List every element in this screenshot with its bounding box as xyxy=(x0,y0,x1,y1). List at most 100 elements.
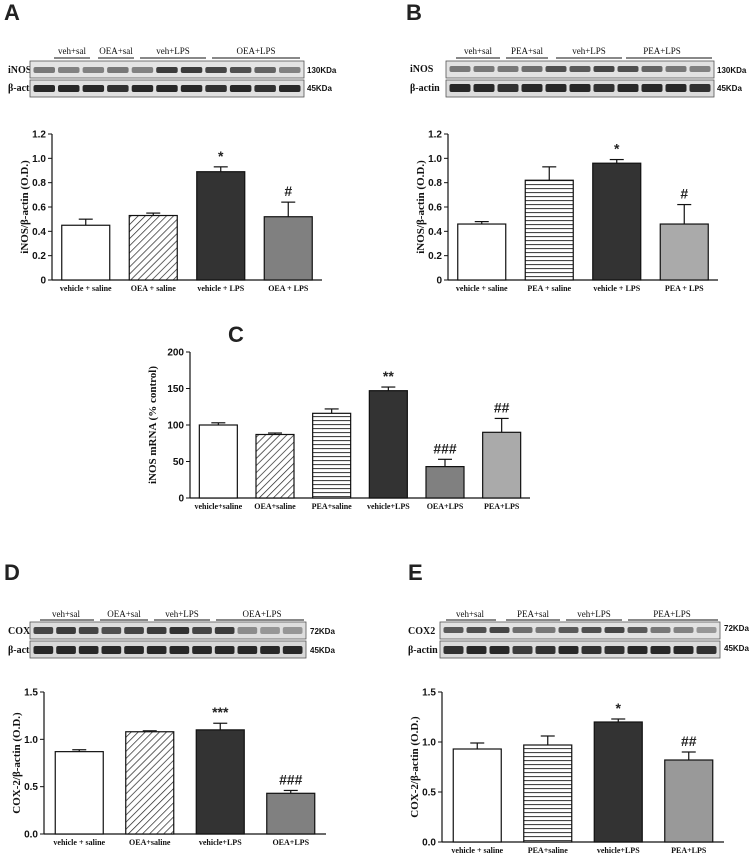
bar xyxy=(593,721,643,843)
significance-marker: ** xyxy=(383,368,394,384)
blot-band xyxy=(169,627,190,634)
blot-band xyxy=(558,627,579,633)
y-tick-label: 1.2 xyxy=(32,130,46,141)
blot-band xyxy=(581,627,602,633)
bar xyxy=(664,759,714,843)
blot-band xyxy=(627,627,648,633)
blot-band xyxy=(593,66,615,72)
x-tick-label: vehicle + saline xyxy=(456,284,508,293)
blot-band xyxy=(229,85,252,92)
panel-letter-c: C xyxy=(228,322,244,347)
blot-band xyxy=(581,646,602,654)
blot-row-label: β-actin xyxy=(408,645,438,656)
blot-band xyxy=(33,646,54,654)
blot-band xyxy=(33,67,55,73)
blot-band xyxy=(124,646,144,654)
y-tick-label: 0.0 xyxy=(24,830,38,841)
blot-band xyxy=(146,646,167,654)
blot-band xyxy=(665,66,687,72)
blot-group-label: veh+LPS xyxy=(165,609,199,619)
blot-band xyxy=(205,85,227,92)
significance-marker: * xyxy=(616,700,622,716)
blot-band xyxy=(617,66,639,72)
y-tick-label: 0.5 xyxy=(422,788,436,799)
blot-size-label: 45KDa xyxy=(724,644,749,653)
y-tick-label: 1.0 xyxy=(422,738,436,749)
blot-band xyxy=(56,627,76,634)
western-blot-b: veh+sal PEA+sal veh+LPS PEA+LPS iNOS β-a… xyxy=(410,46,747,98)
blot-group-label: veh+sal xyxy=(58,46,87,56)
significance-marker: * xyxy=(218,148,224,164)
blot-row-label: β-actin xyxy=(410,83,440,94)
blot-band xyxy=(282,646,303,654)
blot-band xyxy=(558,646,579,654)
blot-band xyxy=(497,84,519,92)
blot-band xyxy=(169,646,190,654)
blot-group-label: OEA+sal xyxy=(99,46,133,56)
blot-band xyxy=(254,85,276,92)
blot-band xyxy=(279,67,301,73)
blot-band xyxy=(82,67,105,73)
x-tick-label: OEA + saline xyxy=(131,284,176,293)
x-tick-label: vehicle + saline xyxy=(451,846,503,853)
x-tick-label: vehicle+LPS xyxy=(199,838,242,847)
bar xyxy=(198,424,238,499)
blot-band xyxy=(604,646,625,654)
bar xyxy=(255,433,295,499)
blot-band xyxy=(107,85,129,92)
blot-group-label: PEA+LPS xyxy=(643,46,681,56)
blot-group-label: veh+LPS xyxy=(572,46,606,56)
x-tick-label: vehicle + saline xyxy=(60,284,112,293)
blot-row-label: iNOS xyxy=(410,64,434,75)
x-tick-label: OEA+LPS xyxy=(427,502,464,511)
blot-group-label: PEA+LPS xyxy=(653,609,691,619)
blot-size-label: 72KDa xyxy=(310,627,335,636)
blot-band xyxy=(466,646,487,654)
blot-band xyxy=(489,646,510,654)
y-tick-label: 0.8 xyxy=(32,178,46,189)
blot-band xyxy=(449,84,471,92)
blot-band xyxy=(82,85,105,92)
blot-band xyxy=(617,84,639,92)
bar-chart-a: 0 0.2 0.4 0.6 0.8 1.0 1.2 iNOS/β-actin (O.D.) ve… xyxy=(19,130,322,293)
blot-row-label: β-actin xyxy=(8,645,38,656)
blot-band xyxy=(545,66,567,72)
blot-band xyxy=(627,646,648,654)
bar xyxy=(128,214,178,281)
blot-size-label: 45KDa xyxy=(310,646,335,655)
blot-band xyxy=(443,646,464,654)
western-blot-e: veh+sal PEA+sal veh+LPS PEA+LPS COX2 β-a… xyxy=(408,609,749,659)
blot-size-label: 45KDa xyxy=(717,84,742,93)
blot-band xyxy=(512,646,533,654)
blot-band xyxy=(156,85,178,92)
panel-letter-d: D xyxy=(4,560,20,585)
blot-group-label: OEA+LPS xyxy=(242,609,281,619)
x-tick-label: PEA+saline xyxy=(312,502,353,511)
bar xyxy=(457,223,507,281)
bar xyxy=(482,431,522,499)
blot-band xyxy=(521,84,543,92)
blot-group-label: veh+sal xyxy=(464,46,493,56)
y-axis-label: COX-2/β-actin (O.D.) xyxy=(409,716,421,818)
bar xyxy=(266,792,316,835)
bar-chart-b: 0 0.2 0.4 0.6 0.8 1.0 1.2 iNOS/β-actin (O.D.) ve… xyxy=(415,130,718,293)
blot-band xyxy=(569,84,591,92)
bar xyxy=(195,729,245,835)
blot-band xyxy=(449,66,471,72)
blot-band xyxy=(192,627,212,634)
y-tick-label: 0.0 xyxy=(422,838,436,849)
western-blot-a: veh+sal OEA+sal veh+LPS OEA+LPS iNOS β-a… xyxy=(8,46,337,98)
blot-band xyxy=(131,67,154,73)
y-axis-label: iNOS/β-actin (O.D.) xyxy=(415,160,427,254)
significance-marker: ### xyxy=(433,440,457,456)
bar xyxy=(452,748,502,843)
blot-size-label: 130KDa xyxy=(307,66,337,75)
x-tick-label: vehicle + saline xyxy=(53,838,105,847)
y-axis-label: COX-2/β-actin (O.D.) xyxy=(11,712,23,814)
blot-band xyxy=(229,67,252,73)
blot-band xyxy=(665,84,687,92)
blot-band xyxy=(101,627,122,634)
bar xyxy=(196,171,246,281)
bar xyxy=(312,412,352,499)
x-tick-label: vehicle+LPS xyxy=(367,502,410,511)
